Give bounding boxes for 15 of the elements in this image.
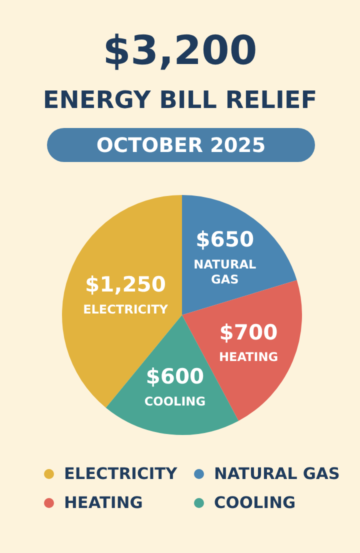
- chart-subtitle: ENERGY BILL RELIEF: [42, 86, 318, 114]
- text: OCTOBER 2025: [47, 128, 315, 162]
- slice-label: HEATING: [218, 350, 278, 364]
- legend-label: HEATING: [64, 493, 143, 512]
- legend-label: COOLING: [214, 493, 296, 512]
- slice-label: ELECTRICITY: [83, 302, 168, 316]
- slice-label: NATURAL GAS: [194, 257, 256, 286]
- legend-label: ELECTRICITY: [64, 464, 178, 483]
- legend-label: NATURAL GAS: [214, 464, 340, 483]
- slice-label: COOLING: [144, 394, 206, 408]
- data-label: $650: [196, 228, 254, 252]
- data-label: $700: [219, 320, 278, 345]
- chart-title: $3,200: [102, 28, 258, 74]
- data-label: $1,250: [84, 272, 166, 297]
- data-label: $600: [146, 364, 204, 389]
